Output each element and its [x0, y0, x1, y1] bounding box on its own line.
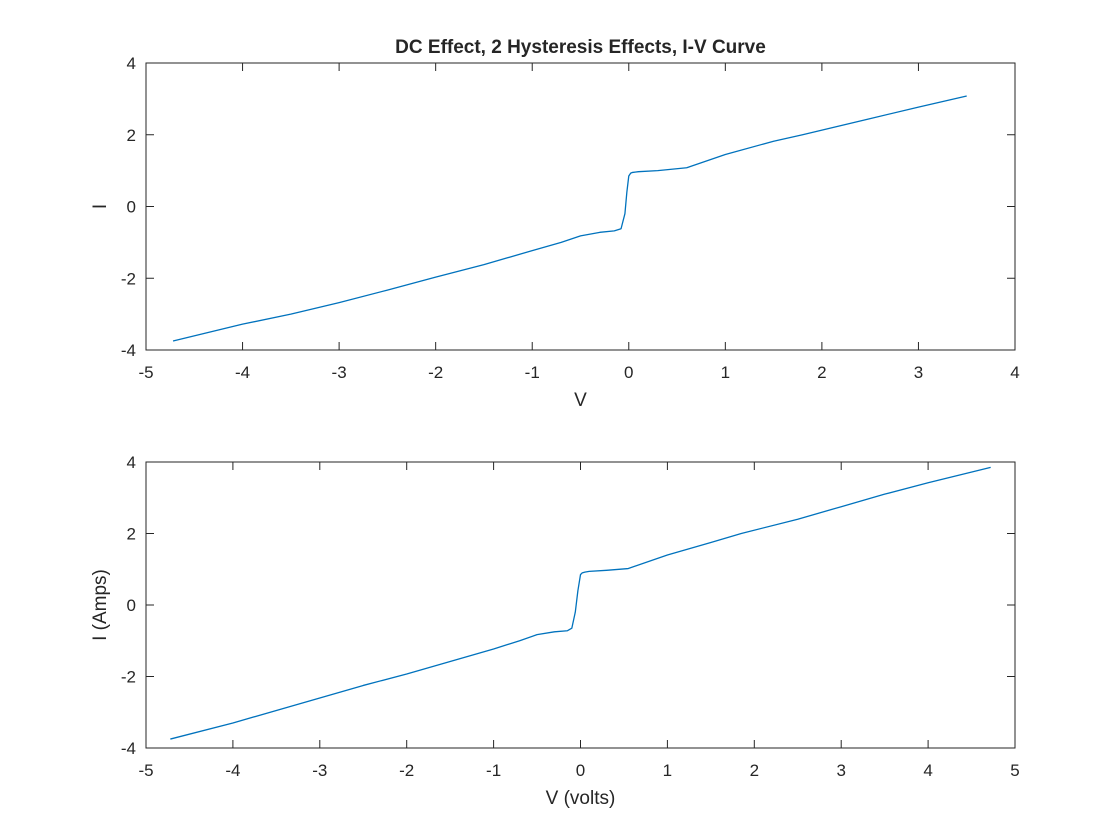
top-plot-x-tick-label: 4: [1010, 363, 1019, 382]
bottom-plot-x-tick-label: -3: [312, 761, 327, 780]
top-plot-x-tick-label: -2: [428, 363, 443, 382]
bottom-plot-x-tick-label: 5: [1010, 761, 1019, 780]
bottom-plot-x-tick-label: 0: [576, 761, 585, 780]
top-plot-x-axis-label: V: [574, 390, 587, 411]
bottom-plot-x-tick-label: -5: [138, 761, 153, 780]
top-plot-title: DC Effect, 2 Hysteresis Effects, I-V Cur…: [395, 37, 766, 58]
top-plot-x-tick-label: -4: [235, 363, 250, 382]
bottom-plot-y-tick-label: 4: [127, 453, 136, 472]
top-plot-x-tick-label: -3: [332, 363, 347, 382]
bottom-plot-x-tick-label: 4: [923, 761, 932, 780]
top-plot-x-tick-label: 2: [817, 363, 826, 382]
bottom-plot-x-tick-label: 2: [750, 761, 759, 780]
bottom-plot-y-tick-label: 0: [127, 596, 136, 615]
top-plot-y-tick-label: 0: [127, 198, 136, 217]
bottom-plot-x-tick-label: -1: [486, 761, 501, 780]
bottom-plot-y-tick-label: -4: [121, 739, 136, 758]
bottom-plot-x-tick-label: 3: [836, 761, 845, 780]
bottom-plot-y-tick-label: -2: [121, 668, 136, 687]
top-plot-y-tick-label: 2: [127, 126, 136, 145]
bottom-plot-x-axis-label: V (volts): [546, 788, 616, 809]
bottom-plot-y-tick-label: 2: [127, 525, 136, 544]
bottom-plot-axes-frame: [145, 461, 1016, 749]
bottom-plot-x-tick-label: -2: [399, 761, 414, 780]
bottom-plot-y-axis-label: I (Amps): [90, 569, 111, 641]
top-plot-y-axis-label: I: [90, 204, 111, 209]
top-plot-series-line: [172, 95, 967, 342]
top-plot-x-tick-label: -1: [525, 363, 540, 382]
bottom-plot-x-tick-label: 1: [663, 761, 672, 780]
top-plot-ticks: [145, 62, 1016, 351]
top-plot-y-tick-label: -4: [121, 341, 136, 360]
top-plot-x-tick-label: -5: [138, 363, 153, 382]
top-plot-y-tick-label: 4: [127, 54, 136, 73]
top-plot-x-tick-label: 3: [914, 363, 923, 382]
top-plot-x-tick-label: 0: [624, 363, 633, 382]
bottom-plot-x-tick-label: -4: [225, 761, 240, 780]
top-plot-axes-frame: [145, 62, 1016, 351]
top-plot-x-tick-label: 1: [721, 363, 730, 382]
bottom-plot-ticks: [145, 461, 1016, 749]
top-plot-y-tick-label: -2: [121, 269, 136, 288]
bottom-plot-series-line: [170, 466, 991, 740]
